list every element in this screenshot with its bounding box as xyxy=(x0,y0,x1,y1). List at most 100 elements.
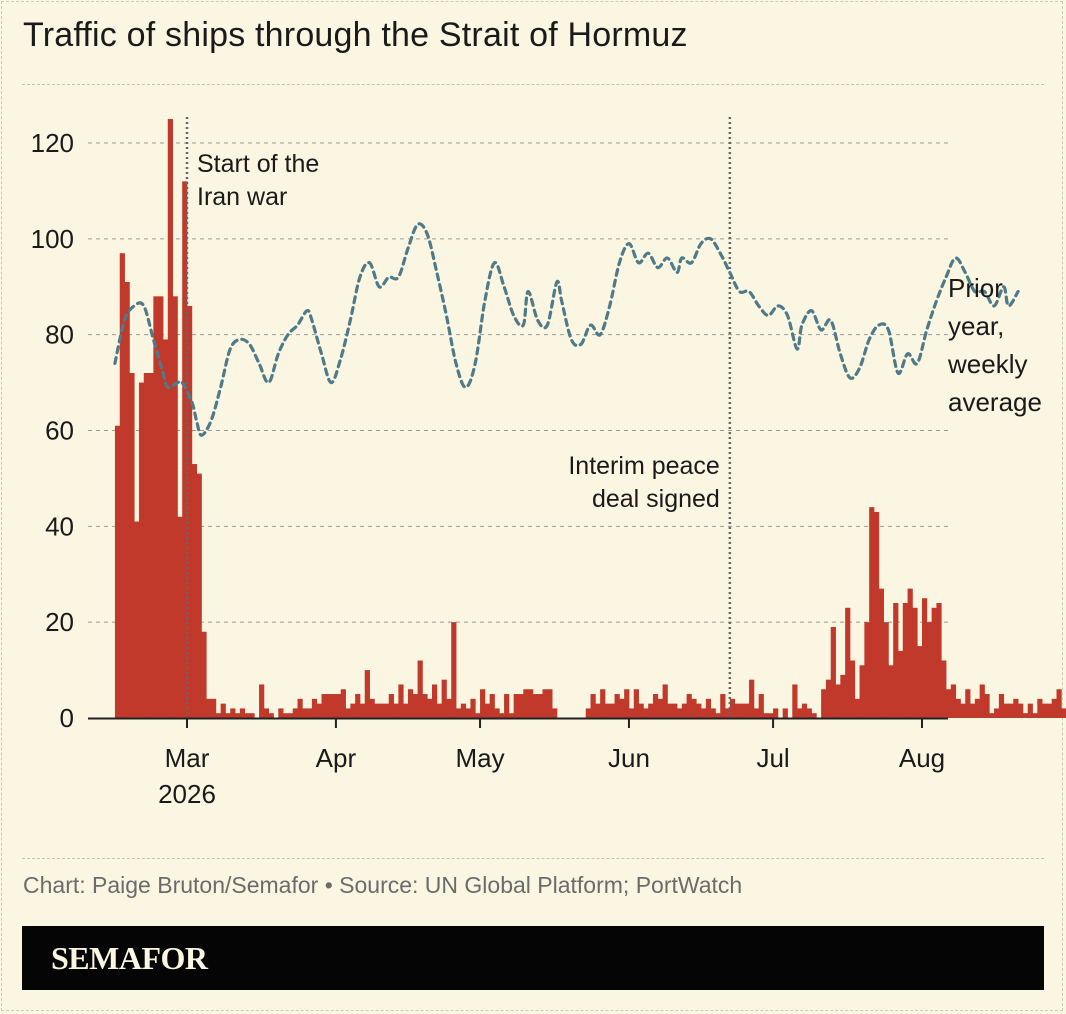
daily-bar xyxy=(129,373,135,718)
daily-bar xyxy=(648,703,654,719)
daily-bar xyxy=(585,708,591,718)
daily-bar xyxy=(547,689,553,718)
y-tick-label: 80 xyxy=(45,320,74,350)
top-divider xyxy=(22,84,1044,85)
daily-bar xyxy=(340,689,346,718)
daily-bar xyxy=(225,713,231,718)
daily-bar xyxy=(849,660,856,718)
daily-bar xyxy=(753,708,760,718)
daily-bar xyxy=(287,713,294,718)
daily-bar xyxy=(984,694,990,718)
daily-bar xyxy=(845,607,851,718)
daily-bar xyxy=(383,703,390,719)
chart-title: Traffic of ships through the Strait of H… xyxy=(23,16,688,54)
bottom-divider xyxy=(22,858,1044,859)
daily-bar xyxy=(211,698,217,718)
daily-bar xyxy=(878,588,884,719)
daily-bar xyxy=(456,708,462,718)
daily-bar xyxy=(451,622,457,718)
daily-bar xyxy=(1013,698,1019,718)
daily-bar xyxy=(614,694,620,718)
daily-bars xyxy=(114,119,1066,719)
daily-bar xyxy=(950,684,957,718)
daily-bar xyxy=(758,694,764,718)
daily-bar xyxy=(335,694,342,718)
daily-bar xyxy=(350,703,356,719)
daily-bar xyxy=(705,698,712,718)
daily-bar xyxy=(436,703,442,719)
daily-bar xyxy=(965,689,971,718)
daily-bar xyxy=(1027,703,1033,719)
y-tick-label: 120 xyxy=(31,128,74,158)
daily-bar xyxy=(806,708,812,718)
daily-bar xyxy=(835,684,841,718)
daily-bar xyxy=(710,708,716,718)
daily-bar xyxy=(628,708,635,718)
daily-bar xyxy=(768,713,774,718)
event-annotation: Start of the xyxy=(197,150,319,178)
daily-bar xyxy=(763,713,769,718)
daily-bar xyxy=(811,713,817,718)
daily-bar xyxy=(475,713,481,718)
daily-bar xyxy=(508,713,515,718)
x-tick-label: Jun xyxy=(608,743,650,773)
x-tick-label: Mar xyxy=(165,743,210,773)
daily-bar xyxy=(297,698,303,718)
logo-bar: SEMAFOR xyxy=(22,926,1044,990)
daily-bar xyxy=(518,694,524,718)
daily-bar xyxy=(542,689,548,718)
daily-bar xyxy=(1032,713,1038,718)
daily-bar xyxy=(321,694,327,718)
daily-bar xyxy=(311,698,318,718)
daily-bar xyxy=(182,181,188,718)
prior-year-series-line xyxy=(113,222,1020,437)
daily-bar xyxy=(206,698,212,718)
annotations: Start of the Iran war Interim peace deal si… xyxy=(197,150,1042,513)
daily-bar xyxy=(359,703,366,719)
daily-bar xyxy=(720,694,726,718)
daily-bar xyxy=(897,650,904,718)
source-credit: Chart: Paige Bruton/Semafor • Source: UN… xyxy=(23,872,743,898)
daily-bar xyxy=(187,305,193,718)
daily-bar xyxy=(422,694,428,718)
daily-bar xyxy=(446,698,452,718)
daily-bar xyxy=(633,689,639,718)
daily-bar xyxy=(893,603,899,718)
daily-bar xyxy=(345,708,351,718)
daily-bar xyxy=(513,694,519,718)
daily-bar xyxy=(388,694,394,718)
daily-bar xyxy=(552,708,558,718)
daily-bar xyxy=(369,698,375,718)
daily-bar xyxy=(734,703,740,719)
daily-bar xyxy=(407,689,414,718)
daily-bar xyxy=(138,382,145,718)
daily-bar xyxy=(432,684,438,718)
daily-bar xyxy=(239,708,246,718)
y-tick-label: 0 xyxy=(60,703,74,733)
daily-bar xyxy=(970,703,976,719)
daily-bar xyxy=(955,698,961,718)
daily-bar xyxy=(1018,703,1024,719)
daily-bar xyxy=(782,708,788,718)
daily-bar xyxy=(403,703,409,719)
daily-bar xyxy=(624,689,630,718)
daily-bar xyxy=(364,670,370,718)
daily-bar xyxy=(172,296,178,718)
daily-bar xyxy=(263,708,270,718)
daily-bar xyxy=(792,684,798,718)
daily-bar xyxy=(191,464,197,718)
axes: 0 20 40 60 80 100 120 Mar 2026 Apr May Jun Jul Aug xyxy=(31,128,948,809)
daily-bar xyxy=(883,622,889,718)
daily-bar xyxy=(537,694,543,718)
daily-bar xyxy=(657,698,663,718)
daily-bar xyxy=(931,607,937,718)
daily-bar xyxy=(316,703,322,719)
daily-bar xyxy=(821,689,827,718)
daily-bar xyxy=(278,708,284,718)
daily-bar xyxy=(744,703,750,719)
daily-bar xyxy=(691,698,697,718)
daily-bar xyxy=(604,703,611,719)
daily-bar xyxy=(480,689,486,718)
daily-bar xyxy=(153,296,159,718)
